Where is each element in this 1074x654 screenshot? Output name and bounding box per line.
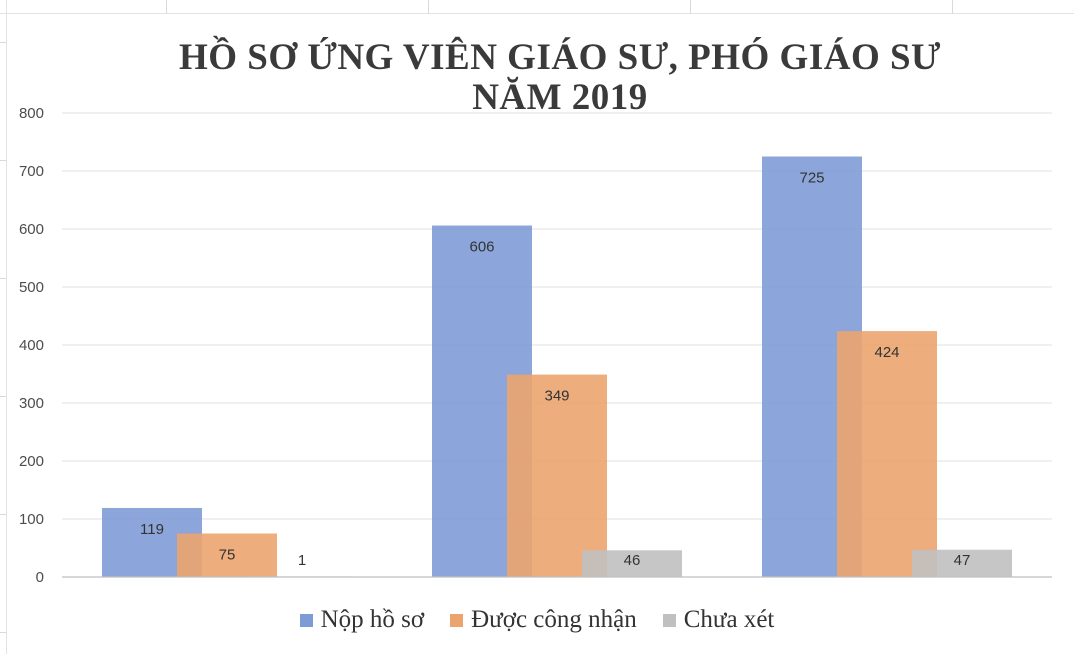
- sheet-gridline: [428, 0, 429, 14]
- data-label: 75: [219, 547, 236, 564]
- y-tick-label: 200: [19, 453, 44, 470]
- bar: [582, 550, 682, 577]
- sheet-gridline: [6, 0, 7, 654]
- legend-swatch: [450, 613, 464, 627]
- data-label: 47: [954, 552, 971, 569]
- legend-item-chua-xet: Chưa xét: [662, 606, 775, 634]
- legend-item-nop-ho-so: Nộp hồ sơ: [299, 606, 425, 634]
- sheet-gridline: [0, 632, 6, 633]
- bar: [837, 331, 937, 577]
- data-label: 725: [799, 170, 824, 187]
- legend-item-duoc-cong-nhan: Được công nhận: [450, 606, 637, 634]
- chart-title-line-2: NĂM 2019: [472, 77, 648, 118]
- y-tick-label: 600: [19, 221, 44, 238]
- sheet-gridline: [0, 396, 6, 397]
- legend-swatch: [299, 613, 313, 627]
- data-label: 46: [624, 552, 641, 569]
- sheet-gridline: [0, 42, 6, 43]
- legend-label: Được công nhận: [471, 606, 637, 633]
- sheet-gridline: [166, 0, 167, 14]
- y-tick-label: 300: [19, 395, 44, 412]
- chart-title-line-1: HỒ SƠ ỨNG VIÊN GIÁO SƯ, PHÓ GIÁO SƯ: [178, 37, 942, 78]
- bar: [177, 533, 277, 577]
- data-label: 1: [298, 552, 306, 569]
- data-label: 119: [140, 521, 164, 538]
- sheet-gridline: [690, 0, 691, 14]
- legend-label: Nộp hồ sơ: [320, 606, 425, 633]
- sheet-gridline: [0, 514, 6, 515]
- sheet-gridline: [0, 13, 1074, 14]
- y-tick-label: 700: [19, 163, 44, 180]
- sheet-gridline: [952, 0, 953, 14]
- bar: [507, 374, 607, 577]
- data-label: 349: [544, 388, 569, 405]
- data-label: 424: [874, 344, 899, 361]
- sheet-gridline: [0, 160, 6, 161]
- data-label: 606: [469, 239, 494, 256]
- legend-swatch: [662, 613, 676, 627]
- sheet-gridline: [0, 278, 6, 279]
- y-tick-label: 400: [19, 337, 44, 354]
- y-tick-label: 500: [19, 279, 44, 296]
- chart-legend: Nộp hồ sơ Được công nhận Chưa xét: [0, 606, 1074, 634]
- y-tick-label: 800: [19, 105, 44, 122]
- legend-label: Chưa xét: [683, 606, 775, 633]
- y-tick-label: 0: [36, 569, 44, 586]
- bar: [912, 549, 1012, 577]
- y-tick-label: 100: [19, 511, 44, 528]
